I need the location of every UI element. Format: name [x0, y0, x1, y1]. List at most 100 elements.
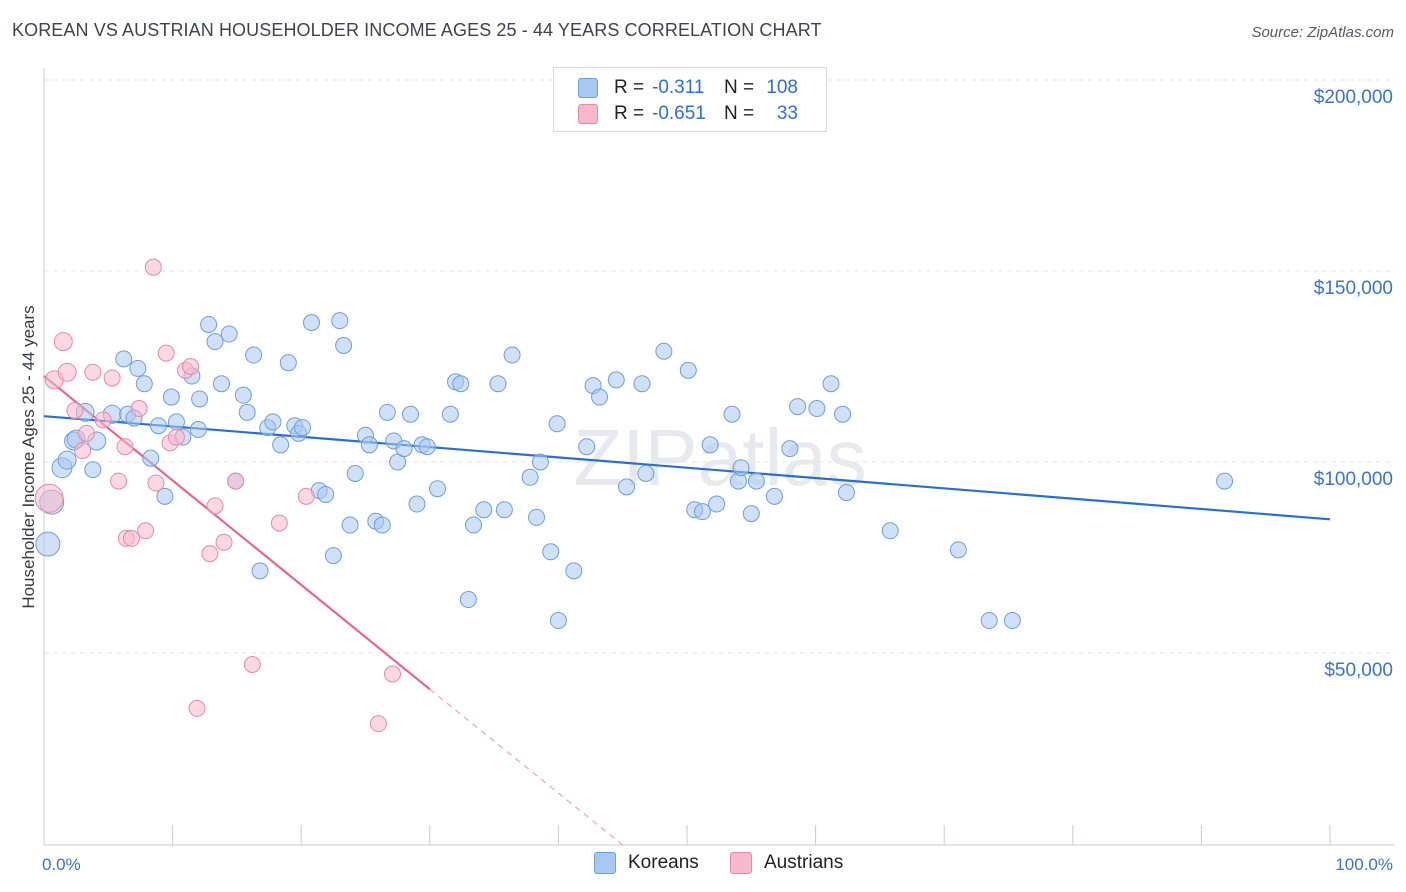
- korean-point: [637, 464, 655, 482]
- y-tick-label: $200,000: [1314, 87, 1393, 108]
- austrians-swatch: [578, 104, 598, 124]
- data-points: [34, 258, 1234, 733]
- n-value: 33: [776, 103, 798, 124]
- austrian-point: [130, 400, 148, 418]
- korean-point: [331, 312, 349, 330]
- korean-point: [429, 480, 447, 498]
- korean-point: [618, 478, 636, 496]
- korean-point: [346, 464, 364, 482]
- korean-point: [378, 403, 396, 421]
- austrian-point: [297, 487, 315, 505]
- korean-point: [548, 415, 566, 433]
- legend-row-austrians: R = -0.651 N = 33: [578, 102, 798, 126]
- korean-point: [84, 461, 102, 479]
- korean-point: [441, 405, 459, 423]
- austrian-point: [270, 514, 288, 532]
- legend-item-koreans: Koreans: [594, 852, 699, 874]
- austrian-point: [77, 424, 95, 442]
- korean-point: [189, 421, 207, 439]
- korean-point: [708, 495, 726, 513]
- austrian-point: [137, 522, 155, 540]
- austrian-point: [53, 332, 73, 352]
- korean-point: [335, 336, 353, 354]
- korean-point: [302, 314, 320, 332]
- korean-point: [341, 516, 359, 534]
- austrian-point: [215, 533, 233, 551]
- korean-point: [238, 403, 256, 421]
- n-label: N =: [724, 103, 755, 124]
- austrian-point: [144, 258, 162, 276]
- korean-point: [565, 562, 583, 580]
- stats-legend: R = -0.311 N = 108 R = -0.651 N = 33: [553, 67, 827, 132]
- korean-point: [191, 390, 209, 408]
- n-value: 108: [766, 77, 798, 98]
- r-value: -0.311: [652, 77, 705, 98]
- korean-point: [360, 436, 378, 454]
- korean-point: [317, 485, 335, 503]
- watermark: ZIPatlas: [573, 413, 866, 502]
- korean-point: [234, 386, 252, 404]
- r-label: R =: [614, 77, 645, 98]
- austrian-trend-extension: [429, 688, 624, 846]
- austrian-point: [34, 483, 64, 513]
- korean-point: [542, 543, 560, 561]
- korean-trend-line: [43, 415, 1331, 521]
- korean-point: [408, 495, 426, 513]
- korean-point: [531, 453, 549, 471]
- korean-point: [129, 359, 147, 377]
- austrian-point: [84, 363, 102, 381]
- series-legend: Koreans Austrians: [0, 852, 1406, 876]
- korean-point: [495, 501, 513, 519]
- austrian-point: [94, 411, 112, 429]
- korean-point: [200, 315, 218, 333]
- korean-point: [591, 388, 609, 406]
- y-tick-label: $150,000: [1314, 278, 1393, 299]
- koreans-swatch: [594, 852, 616, 874]
- korean-point: [149, 417, 167, 435]
- korean-point: [402, 405, 420, 423]
- korean-point: [980, 612, 998, 630]
- korean-point: [549, 612, 567, 630]
- korean-point: [206, 333, 224, 351]
- austrian-point: [369, 715, 387, 733]
- legend-row-koreans: R = -0.311 N = 108: [578, 76, 798, 100]
- korean-point: [521, 468, 539, 486]
- korean-point: [808, 400, 826, 418]
- koreans-swatch: [578, 78, 598, 98]
- legend-label-austrians: Austrians: [764, 852, 844, 873]
- korean-point: [837, 484, 855, 502]
- korean-point: [115, 350, 133, 368]
- korean-point: [765, 487, 783, 505]
- korean-point: [822, 375, 840, 393]
- grid-lines: [44, 79, 1395, 654]
- korean-point: [693, 503, 711, 521]
- korean-point: [633, 375, 651, 393]
- y-tick-label: $50,000: [1324, 660, 1393, 681]
- korean-point: [834, 405, 852, 423]
- korean-point: [418, 438, 436, 456]
- korean-point: [881, 522, 899, 540]
- austrian-point: [74, 442, 92, 460]
- y-tick-label: $100,000: [1314, 469, 1393, 490]
- korean-point: [459, 591, 477, 609]
- korean-point: [35, 531, 61, 557]
- korean-point: [489, 375, 507, 393]
- korean-point: [1216, 472, 1234, 490]
- tick-labels: $50,000 $100,000 $150,000 $200,000 0.0% 100.0…: [42, 87, 1393, 874]
- austrian-point: [57, 362, 77, 382]
- austrians-swatch: [730, 852, 752, 874]
- korean-point: [373, 516, 391, 534]
- austrian-point: [110, 472, 128, 490]
- korean-point: [723, 405, 741, 423]
- austrian-trend-line: [43, 375, 431, 691]
- korean-point: [528, 508, 546, 526]
- korean-point: [781, 440, 799, 458]
- korean-point: [1003, 612, 1021, 630]
- korean-point: [57, 450, 77, 470]
- austrian-point: [157, 344, 175, 362]
- korean-point: [742, 505, 760, 523]
- source-credit: Source: ZipAtlas.com: [1251, 24, 1394, 41]
- korean-point: [156, 487, 174, 505]
- austrian-point: [243, 655, 261, 673]
